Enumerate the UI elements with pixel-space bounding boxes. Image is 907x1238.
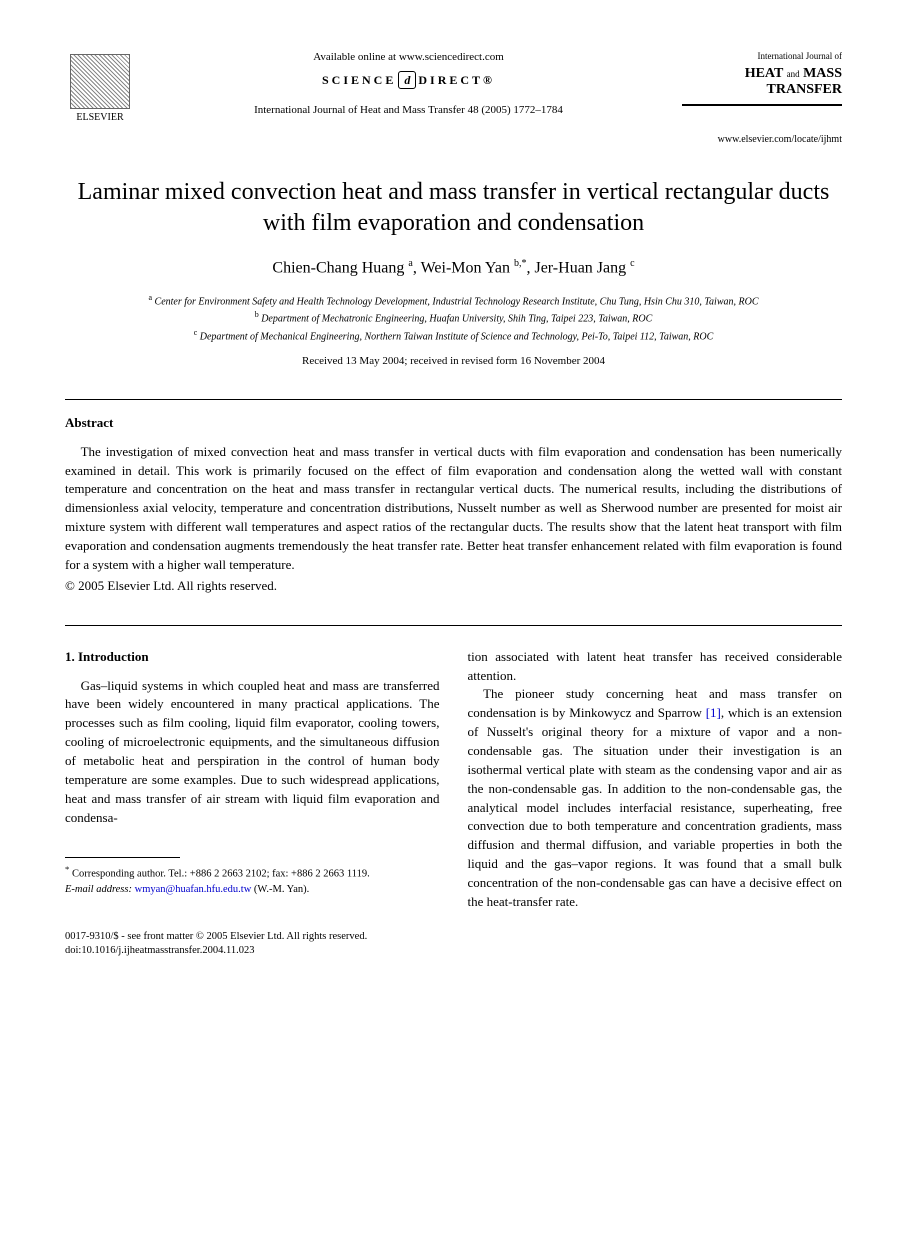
journal-reference: International Journal of Heat and Mass T… [155, 103, 662, 118]
abstract-text: The investigation of mixed convection he… [65, 443, 842, 575]
journal-name-heat: HEAT [745, 66, 783, 81]
footnote-email-who: (W.-M. Yan). [254, 884, 309, 895]
footer-line-2: doi:10.1016/j.ijheatmasstransfer.2004.11… [65, 944, 842, 959]
journal-rule [682, 104, 842, 106]
center-header: Available online at www.sciencedirect.co… [135, 50, 682, 119]
affiliations: a Center for Environment Safety and Heal… [65, 292, 842, 344]
journal-box: International Journal of HEAT and MASS T… [682, 50, 842, 109]
intro-para-2a: tion associated with latent heat transfe… [468, 648, 843, 686]
left-column: 1. Introduction Gas–liquid systems in wh… [65, 648, 440, 912]
authors-line: Chien-Chang Huang a, Wei-Mon Yan b,*, Je… [65, 257, 842, 280]
author-1: Chien-Chang Huang [272, 260, 404, 277]
journal-name: HEAT and MASS TRANSFER [682, 66, 842, 98]
journal-name-transfer: TRANSFER [767, 82, 842, 97]
article-dates: Received 13 May 2004; received in revise… [65, 354, 842, 369]
affil-b-text: Department of Mechatronic Engineering, H… [261, 314, 652, 325]
footnote-email[interactable]: wmyan@huafan.hfu.edu.tw [135, 884, 252, 895]
affil-a-sup: a [148, 293, 152, 302]
elsevier-tree-icon [70, 54, 130, 109]
elsevier-label: ELSEVIER [76, 111, 123, 125]
author-2-sup: b,* [514, 258, 527, 269]
footnote-block: * Corresponding author. Tel.: +886 2 266… [65, 863, 440, 897]
abstract-bottom-rule [65, 625, 842, 626]
available-online-text: Available online at www.sciencedirect.co… [155, 50, 662, 65]
intro-heading: 1. Introduction [65, 648, 440, 667]
abstract-heading: Abstract [65, 414, 842, 432]
affil-b-sup: b [255, 310, 259, 319]
sciencedirect-d-icon: d [398, 71, 416, 89]
page-footer: 0017-9310/$ - see front matter © 2005 El… [65, 930, 842, 959]
journal-name-and: and [787, 69, 800, 79]
intro-para-2b-post: , which is an extension of Nusselt's ori… [468, 705, 843, 908]
journal-label: International Journal of [682, 50, 842, 63]
header-row: ELSEVIER Available online at www.science… [65, 50, 842, 125]
journal-url[interactable]: www.elsevier.com/locate/ijhmt [65, 133, 842, 147]
author-3-sup: c [630, 258, 634, 269]
intro-para-2b: The pioneer study concerning heat and ma… [468, 685, 843, 911]
author-1-sup: a [408, 258, 412, 269]
footnote-corr: Corresponding author. Tel.: +886 2 2663 … [72, 869, 370, 880]
footer-line-1: 0017-9310/$ - see front matter © 2005 El… [65, 930, 842, 945]
journal-name-mass: MASS [803, 66, 842, 81]
author-3: Jer-Huan Jang [534, 260, 626, 277]
right-column: tion associated with latent heat transfe… [468, 648, 843, 912]
article-title: Laminar mixed convection heat and mass t… [65, 177, 842, 239]
affil-c-text: Department of Mechanical Engineering, No… [200, 331, 714, 342]
abstract-copyright: © 2005 Elsevier Ltd. All rights reserved… [65, 577, 842, 595]
citation-ref-1[interactable]: [1] [706, 705, 721, 720]
abstract-top-rule [65, 399, 842, 400]
sciencedirect-brand: SCIENCEdDIRECT® [155, 71, 662, 89]
intro-para-1: Gas–liquid systems in which coupled heat… [65, 677, 440, 828]
body-columns: 1. Introduction Gas–liquid systems in wh… [65, 648, 842, 912]
footnote-star-icon: * [65, 864, 69, 874]
affil-c-sup: c [194, 328, 198, 337]
footnote-rule [65, 857, 180, 858]
footnote-email-label: E-mail address: [65, 884, 132, 895]
elsevier-logo: ELSEVIER [65, 50, 135, 125]
affil-a-text: Center for Environment Safety and Health… [155, 296, 759, 307]
science-right: DIRECT® [418, 73, 495, 87]
science-left: SCIENCE [322, 73, 396, 87]
author-2: Wei-Mon Yan [421, 260, 510, 277]
